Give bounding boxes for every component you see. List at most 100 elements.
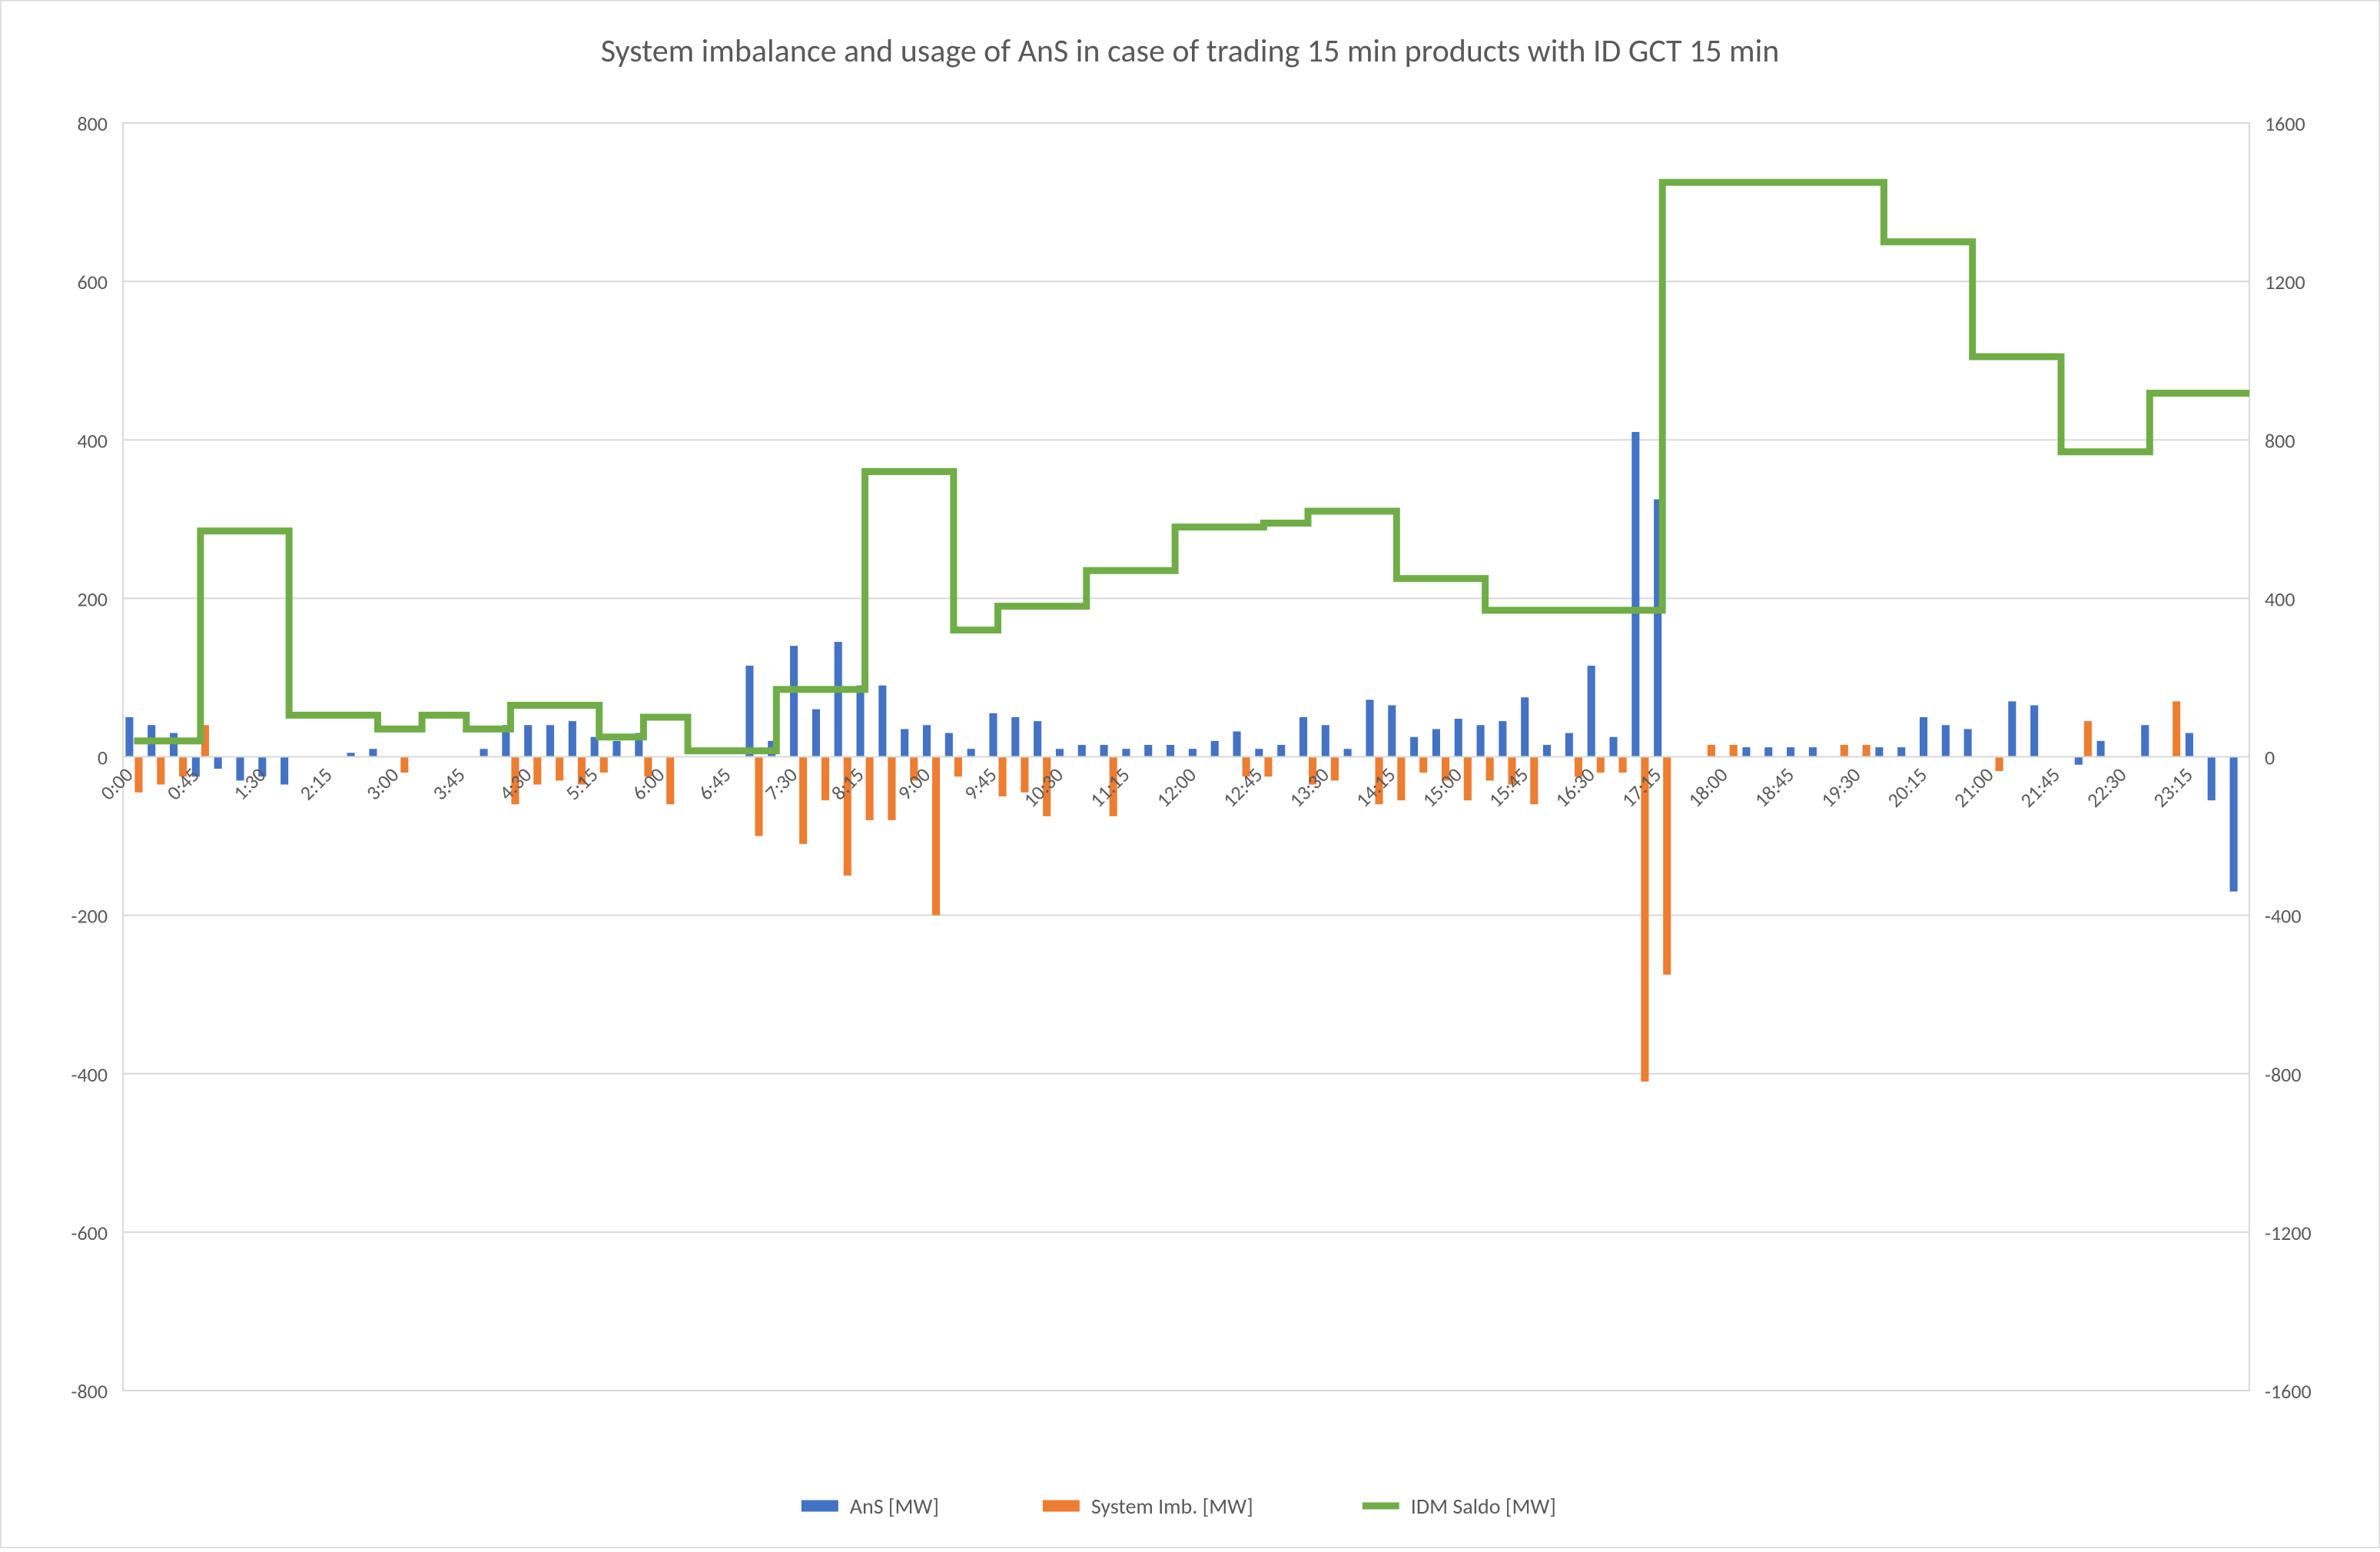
bar-ans — [1388, 706, 1396, 757]
bar-ans — [1964, 729, 1972, 756]
y-left-tick-label: 800 — [77, 111, 108, 136]
y-left-tick-label: 400 — [77, 428, 108, 453]
bar-sysimb — [1597, 757, 1605, 773]
bar-ans — [569, 721, 576, 756]
bar-sysimb — [1996, 757, 2003, 772]
y-right-tick-label: -1600 — [2265, 1379, 2312, 1404]
bar-ans — [1255, 749, 1263, 756]
bar-ans — [524, 725, 532, 756]
bar-sysimb — [954, 757, 962, 777]
bar-ans — [1432, 729, 1440, 756]
bar-ans — [923, 725, 931, 756]
bar-sysimb — [1264, 757, 1272, 777]
bar-ans — [856, 686, 864, 757]
bar-sysimb — [1331, 757, 1339, 781]
bar-ans — [1300, 717, 1307, 757]
y-right-tick-label: 1600 — [2265, 111, 2305, 136]
bar-sysimb — [1841, 745, 1848, 756]
bar-ans — [835, 642, 842, 756]
bar-sysimb — [600, 757, 608, 773]
bar-ans — [1277, 745, 1285, 756]
bar-ans — [369, 749, 377, 756]
legend-marker — [1043, 1500, 1080, 1512]
bar-ans — [1477, 725, 1485, 756]
y-left-tick-label: -800 — [71, 1379, 108, 1404]
bar-ans — [2141, 725, 2149, 756]
bar-ans — [170, 733, 178, 757]
bar-ans — [1078, 745, 1086, 756]
bar-sysimb — [822, 757, 829, 801]
bar-ans — [1233, 732, 1240, 757]
bar-ans — [901, 729, 908, 756]
bar-ans — [1588, 666, 1595, 757]
bar-ans — [2030, 706, 2038, 757]
bar-ans — [1543, 745, 1551, 756]
bar-ans — [2230, 757, 2238, 892]
y-left-tick-label: -200 — [71, 904, 108, 929]
bar-ans — [968, 749, 975, 756]
bar-ans — [1565, 733, 1573, 757]
bar-ans — [1521, 697, 1529, 756]
bar-ans — [1809, 747, 1817, 756]
bar-ans — [2208, 757, 2216, 801]
bar-sysimb — [1619, 757, 1627, 773]
bar-ans — [745, 666, 753, 757]
y-right-tick-label: 800 — [2265, 428, 2295, 453]
bar-ans — [1631, 432, 1639, 757]
chart-container: System imbalance and usage of AnS in cas… — [0, 0, 2380, 1548]
bar-sysimb — [1486, 757, 1494, 781]
bar-sysimb — [999, 757, 1007, 797]
y-left-tick-label: -400 — [71, 1062, 108, 1087]
bar-ans — [1764, 747, 1772, 756]
bar-ans — [2097, 741, 2105, 757]
bar-ans — [945, 733, 953, 757]
bar-ans — [480, 749, 487, 756]
bar-ans — [280, 757, 288, 785]
bar-sysimb — [1419, 757, 1427, 773]
y-right-tick-label: -800 — [2265, 1062, 2302, 1087]
bar-ans — [1034, 721, 1041, 756]
bar-sysimb — [755, 757, 762, 836]
bar-sysimb — [556, 757, 563, 781]
chart-title: System imbalance and usage of AnS in cas… — [601, 32, 1780, 71]
bar-ans — [125, 717, 133, 757]
y-right-tick-label: -400 — [2265, 904, 2302, 929]
bar-ans — [1787, 747, 1794, 756]
bar-ans — [546, 725, 554, 756]
y-right-tick-label: 0 — [2265, 746, 2275, 770]
bar-sysimb — [1663, 757, 1671, 975]
bar-ans — [790, 646, 798, 756]
bar-sysimb — [400, 757, 408, 773]
bar-ans — [2075, 757, 2083, 765]
y-right-tick-label: 1200 — [2265, 270, 2305, 294]
bar-ans — [2186, 733, 2193, 757]
bar-ans — [1410, 737, 1418, 757]
bar-ans — [1742, 747, 1750, 756]
legend-label: AnS [MW] — [850, 1493, 939, 1520]
bar-sysimb — [2173, 701, 2180, 756]
bar-ans — [214, 757, 222, 769]
bar-sysimb — [2084, 721, 2092, 756]
bar-ans — [1344, 749, 1352, 756]
bar-ans — [1942, 725, 1950, 756]
bar-ans — [1100, 745, 1108, 756]
y-left-tick-label: 200 — [77, 587, 108, 611]
bar-ans — [2008, 701, 2016, 756]
bar-ans — [989, 713, 997, 757]
y-right-tick-label: -1200 — [2265, 1221, 2312, 1245]
bar-ans — [1011, 717, 1019, 757]
bar-ans — [1897, 747, 1905, 756]
bar-ans — [1122, 749, 1130, 756]
bar-sysimb — [1863, 745, 1870, 756]
bar-sysimb — [134, 757, 142, 793]
bar-ans — [1211, 741, 1219, 757]
bar-ans — [878, 686, 886, 757]
legend-label: System Imb. [MW] — [1091, 1493, 1253, 1520]
y-left-tick-label: 0 — [98, 746, 108, 770]
bar-ans — [1189, 749, 1197, 756]
bar-sysimb — [866, 757, 874, 820]
bar-sysimb — [799, 757, 807, 844]
bar-ans — [1366, 700, 1373, 756]
bar-ans — [1322, 725, 1329, 756]
chart-svg: System imbalance and usage of AnS in cas… — [0, 0, 2380, 1548]
